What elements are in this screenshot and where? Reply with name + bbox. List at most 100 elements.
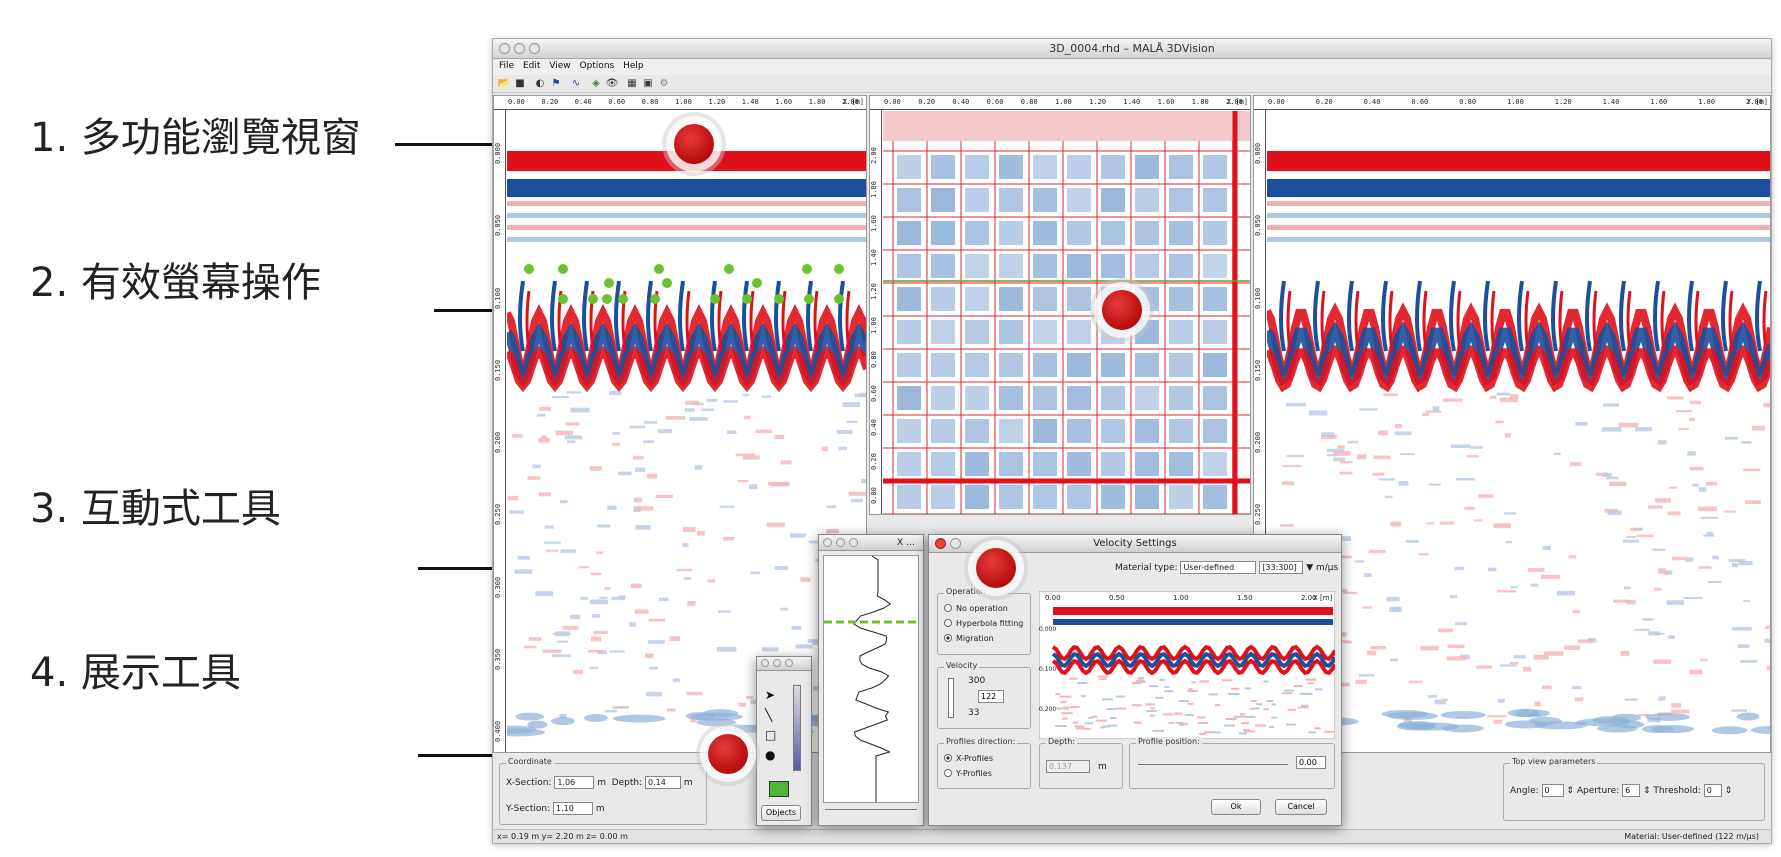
callout-label-1: 1. 多功能瀏覽視窗 xyxy=(30,115,361,161)
layers-icon[interactable]: ◈ xyxy=(592,78,600,89)
depth-label: Depth: xyxy=(611,778,643,788)
callout-dot-3 xyxy=(976,548,1016,588)
x-tick-label: 1.00 xyxy=(675,98,692,106)
ok-button[interactable]: Ok xyxy=(1211,799,1261,815)
rectangle-tool-icon[interactable]: □ xyxy=(765,728,777,742)
callout-dot-1 xyxy=(674,124,714,164)
velocity-preview-radargram[interactable]: 0.00 0.50 1.00 1.50 2.00X [m] 0.000 0.100 0.200 xyxy=(1039,591,1335,739)
trace-min-button[interactable] xyxy=(836,538,845,547)
x-tick-label: 2.00 xyxy=(1226,98,1243,106)
trace-window: X … xyxy=(818,534,924,826)
angle-field[interactable]: 0 xyxy=(1541,784,1564,797)
material-type-select[interactable]: User-defined xyxy=(1180,561,1257,574)
eye-icon[interactable]: 👁 xyxy=(605,78,619,89)
objects-close-button[interactable] xyxy=(761,659,769,667)
x-tick-label: 1.60 xyxy=(1157,98,1175,106)
window-title: 3D_0004.rhd – MALÅ 3DVision xyxy=(1049,42,1215,55)
color-scale-slider[interactable] xyxy=(793,685,801,771)
objects-min-button[interactable] xyxy=(773,659,781,667)
trace-zoom-button[interactable] xyxy=(849,538,858,547)
settings-icon[interactable]: ⚙ xyxy=(659,78,669,89)
wave-icon[interactable]: ∿ xyxy=(571,78,581,89)
objects-button[interactable]: Objects xyxy=(761,805,801,821)
status-coordinates: x= 0.19 m y= 2.20 m z= 0.00 m xyxy=(497,832,628,841)
radio-x-profiles[interactable]: X-Profiles xyxy=(944,754,993,763)
save-icon[interactable]: ■ xyxy=(515,78,525,89)
velocity-x-tick: 2.00 xyxy=(1301,594,1317,602)
close-window-button[interactable] xyxy=(499,43,510,54)
open-icon[interactable]: 📂 xyxy=(497,78,511,89)
ysection-unit: m xyxy=(595,804,605,814)
object-color-swatch[interactable] xyxy=(769,781,789,797)
velocity-x-tick: 0.00 xyxy=(1045,594,1061,602)
top-view-pane[interactable]: 0.00 0.20 0.40 0.60 0.80 1.00 1.20 1.40 1.60 1.80… xyxy=(869,95,1251,515)
flag-icon[interactable]: ⚑ xyxy=(551,78,561,89)
threshold-field[interactable]: 0 xyxy=(1703,784,1722,797)
y-tick-label: 0.050 xyxy=(494,215,502,237)
objects-zoom-button[interactable] xyxy=(785,659,793,667)
right-profile-pane[interactable]: 0.00 0.20 0.40 0.60 0.80 1.00 1.20 1.40 1.60 1.80… xyxy=(1253,95,1771,753)
xsection-field[interactable]: 1.06 xyxy=(554,776,595,789)
menu-file[interactable]: File xyxy=(499,61,515,71)
radio-y-profiles[interactable]: Y-Profiles xyxy=(944,769,993,778)
radio-hyperbola-fitting[interactable]: Hyperbola fitting xyxy=(944,619,1023,628)
x-tick-label: 1.00 xyxy=(1055,98,1072,106)
grid-icon[interactable]: ▦ xyxy=(627,78,637,89)
x-tick-label: 2.00 xyxy=(842,98,859,106)
line-tool-icon[interactable]: ╲ xyxy=(765,708,773,722)
material-dropdown-icon[interactable]: ▼ xyxy=(1306,563,1314,573)
velocity-y-tick: 0.200 xyxy=(1039,706,1056,713)
x-tick-label: 0.60 xyxy=(1411,98,1429,106)
menu-edit[interactable]: Edit xyxy=(522,61,541,71)
menu-view[interactable]: View xyxy=(549,61,571,71)
x-tick-label: 1.60 xyxy=(775,98,793,106)
y-tick-label: 1.60 xyxy=(870,215,878,232)
y-tick-label: 0.350 xyxy=(494,648,502,670)
zoom-window-button[interactable] xyxy=(529,43,540,54)
y-tick-label: 1.40 xyxy=(870,249,878,266)
angle-stepper-icon[interactable]: ⇕ xyxy=(1566,786,1574,796)
trace-plot[interactable] xyxy=(823,555,919,803)
y-tick-label: 0.00 xyxy=(870,487,878,504)
monitor-icon[interactable]: ▣ xyxy=(643,78,653,89)
x-tick-label: 1.20 xyxy=(1554,98,1572,106)
y-tick-label: 0.20 xyxy=(870,453,878,470)
x-tick-label: 0.00 xyxy=(1268,98,1285,106)
contrast-icon[interactable]: ◐ xyxy=(535,78,545,89)
velocity-min: 33 xyxy=(968,708,980,718)
trace-scrollbar[interactable] xyxy=(825,809,917,817)
threshold-stepper-icon[interactable]: ⇕ xyxy=(1724,786,1733,796)
menu-help[interactable]: Help xyxy=(623,61,644,71)
x-tick-label: 1.20 xyxy=(1089,98,1107,106)
profile-position-field[interactable]: 0.00 xyxy=(1296,756,1326,769)
velocity-close-button[interactable] xyxy=(935,538,946,549)
y-tick-label: 0.100 xyxy=(1254,287,1262,309)
velocity-min-button[interactable] xyxy=(950,538,961,549)
minimize-window-button[interactable] xyxy=(514,43,525,54)
y-tick-label: 0.60 xyxy=(870,385,878,402)
menu-options[interactable]: Options xyxy=(579,61,615,71)
radio-migration[interactable]: Migration xyxy=(944,634,1023,643)
radio-no-operation[interactable]: No operation xyxy=(944,604,1023,613)
cancel-button[interactable]: Cancel xyxy=(1275,799,1327,815)
velocity-group: Velocity 300 122 33 xyxy=(937,661,1031,729)
aperture-stepper-icon[interactable]: ⇕ xyxy=(1643,786,1651,796)
velocity-value-field[interactable]: 122 xyxy=(978,690,1004,703)
objects-palette-bar xyxy=(757,657,811,671)
pointer-tool-icon[interactable]: ➤ xyxy=(765,688,776,702)
aperture-field[interactable]: 6 xyxy=(1622,784,1641,797)
left-x-axis: 0.00 0.20 0.40 0.60 0.80 1.00 1.20 1.40 1.60 1.80… xyxy=(494,96,866,110)
trace-window-title: X … xyxy=(896,538,915,548)
trace-close-button[interactable] xyxy=(823,538,832,547)
callout-dot-4 xyxy=(708,734,748,774)
profile-position-label: Profile position: xyxy=(1136,737,1202,746)
depth-field[interactable]: 0.14 xyxy=(645,776,682,789)
profile-position-slider[interactable] xyxy=(1138,764,1288,765)
left-profile-pane[interactable]: 0.00 0.20 0.40 0.60 0.80 1.00 1.20 1.40 1.60 1.80… xyxy=(493,95,867,753)
velocity-x-tick: 1.00 xyxy=(1173,594,1189,602)
ysection-field[interactable]: 1.10 xyxy=(553,802,594,815)
point-tool-icon[interactable]: ● xyxy=(765,748,776,762)
velocity-slider[interactable] xyxy=(948,678,954,718)
x-tick-label: 1.40 xyxy=(1602,98,1620,106)
operation-group-label: Operation xyxy=(944,587,988,596)
